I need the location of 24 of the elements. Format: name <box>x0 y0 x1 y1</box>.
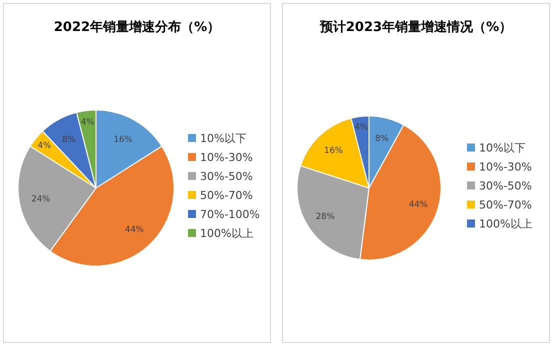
legend-label: 10%-30% <box>479 160 532 174</box>
data-label: 44% <box>408 200 428 210</box>
chart-title: 预计2023年销量增速情况（%） <box>318 20 512 35</box>
data-label: 8% <box>375 134 389 144</box>
legend-label: 50%-70% <box>479 198 532 212</box>
legend-label: 30%-50% <box>200 170 253 183</box>
data-label: 44% <box>124 224 144 235</box>
legend-label: 50%-70% <box>200 189 253 202</box>
data-label: 4% <box>354 122 368 133</box>
legend-label: 100%以上 <box>479 218 532 230</box>
data-label: 24% <box>31 194 50 205</box>
data-label: 16% <box>114 134 133 145</box>
data-label: 16% <box>324 146 343 156</box>
legend-label: 10%-30% <box>200 151 253 164</box>
data-label: 4% <box>80 117 94 128</box>
data-label: 28% <box>316 212 335 222</box>
data-label: 8% <box>62 134 76 145</box>
chart-title: 2022年销量增速分布（%） <box>54 20 220 35</box>
legend-label: 10%以下 <box>200 132 246 145</box>
legend-label: 70%-100% <box>200 208 260 221</box>
legend-label: 100%以上 <box>200 227 254 240</box>
data-label: 4% <box>38 141 52 152</box>
legend-label: 10%以下 <box>479 142 526 154</box>
legend-label: 30%-50% <box>479 180 532 192</box>
